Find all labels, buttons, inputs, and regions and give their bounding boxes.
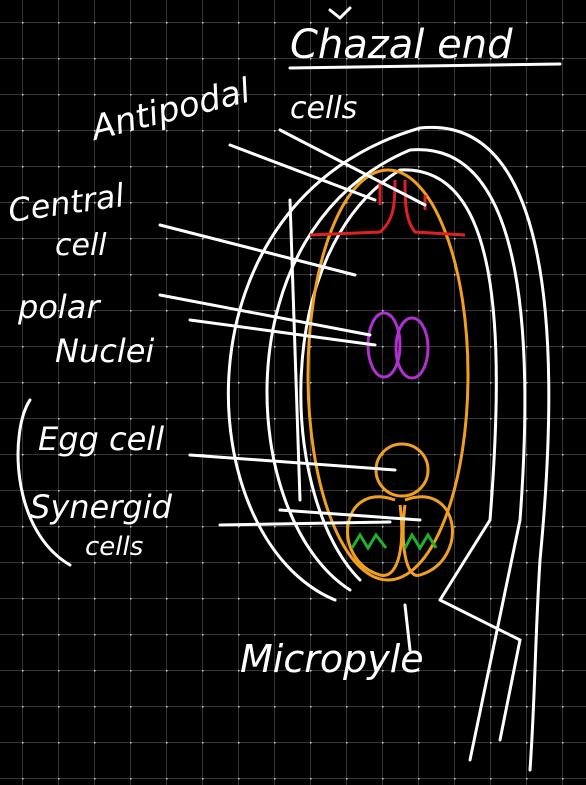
label: cells xyxy=(290,91,357,126)
label: cells xyxy=(85,532,143,562)
label: Chazal end xyxy=(290,22,513,68)
label: polar xyxy=(17,288,101,326)
label: Nuclei xyxy=(55,332,154,370)
label: Micropyle xyxy=(240,637,424,681)
diagram: Chazal end Antipodal cells Central cell … xyxy=(0,0,586,785)
label: cell xyxy=(55,228,107,263)
label: Synergid xyxy=(30,488,173,526)
label: Egg cell xyxy=(38,420,164,458)
